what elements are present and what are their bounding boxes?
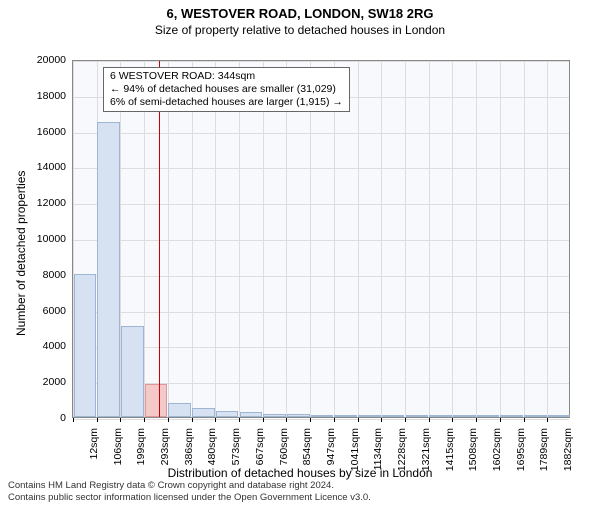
x-axis-label: Distribution of detached houses by size …: [0, 466, 600, 480]
chart-subtitle: Size of property relative to detached ho…: [0, 23, 600, 37]
histogram-bar: [406, 415, 429, 417]
histogram-bar: [121, 326, 144, 417]
annotation-line2: ← 94% of detached houses are smaller (31…: [110, 83, 343, 96]
y-tick-label: 12000: [16, 197, 66, 209]
y-tick-label: 0: [16, 412, 66, 424]
annotation-box: 6 WESTOVER ROAD: 344sqm ← 94% of detache…: [103, 67, 350, 112]
plot-area: 6 WESTOVER ROAD: 344sqm ← 94% of detache…: [72, 60, 570, 418]
histogram-bar: [548, 415, 571, 417]
annotation-line3: 6% of semi-detached houses are larger (1…: [110, 96, 343, 109]
y-tick-label: 20000: [16, 54, 66, 66]
histogram-bar: [240, 412, 263, 417]
footer-attribution: Contains HM Land Registry data © Crown c…: [8, 480, 371, 504]
histogram-bar: [263, 414, 286, 417]
histogram-bar: [477, 415, 500, 417]
y-tick-label: 18000: [16, 90, 66, 102]
histogram-bar: [216, 411, 239, 417]
y-tick-label: 16000: [16, 126, 66, 138]
annotation-line1: 6 WESTOVER ROAD: 344sqm: [110, 70, 343, 83]
y-tick-label: 8000: [16, 269, 66, 281]
footer-line2: Contains public sector information licen…: [8, 492, 371, 504]
histogram-bar: [453, 415, 476, 417]
histogram-bar: [192, 408, 215, 417]
plot-background: [73, 61, 569, 417]
histogram-bar: [358, 415, 381, 417]
histogram-bar: [382, 415, 405, 417]
histogram-bar: [334, 415, 357, 417]
histogram-bar: [287, 414, 310, 417]
histogram-bar: [429, 415, 452, 417]
y-tick-label: 2000: [16, 376, 66, 388]
y-tick-label: 14000: [16, 161, 66, 173]
histogram-bar: [500, 415, 523, 417]
y-tick-label: 4000: [16, 340, 66, 352]
histogram-bar: [74, 274, 97, 417]
property-marker-line: [159, 61, 160, 417]
y-tick-label: 10000: [16, 233, 66, 245]
y-tick-label: 6000: [16, 305, 66, 317]
footer-line1: Contains HM Land Registry data © Crown c…: [8, 480, 371, 492]
histogram-bar: [145, 384, 168, 417]
histogram-bar: [311, 415, 334, 417]
histogram-bar: [524, 415, 547, 417]
chart-title: 6, WESTOVER ROAD, LONDON, SW18 2RG: [0, 6, 600, 21]
histogram-bar: [97, 122, 120, 417]
y-ticks: 0200040006000800010000120001400016000180…: [16, 60, 70, 418]
histogram-bar: [168, 403, 191, 417]
